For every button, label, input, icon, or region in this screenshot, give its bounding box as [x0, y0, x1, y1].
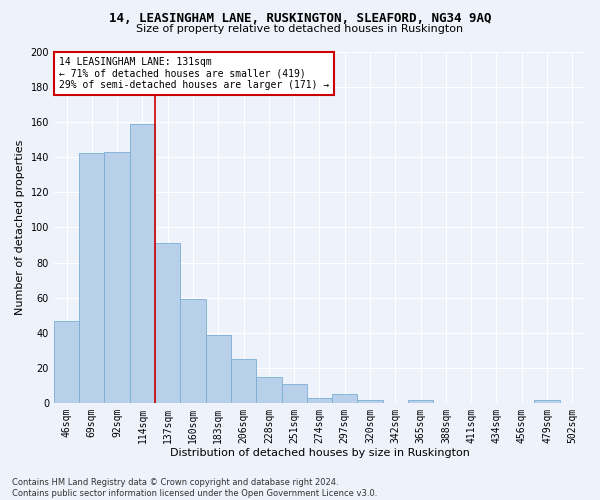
Bar [281, 384, 307, 403]
Bar [104, 152, 130, 403]
X-axis label: Distribution of detached houses by size in Ruskington: Distribution of detached houses by size … [170, 448, 469, 458]
Text: Contains HM Land Registry data © Crown copyright and database right 2024.
Contai: Contains HM Land Registry data © Crown c… [12, 478, 377, 498]
Bar [79, 154, 104, 403]
Bar [358, 400, 383, 403]
Bar [206, 334, 231, 403]
Bar [155, 243, 181, 403]
Text: Size of property relative to detached houses in Ruskington: Size of property relative to detached ho… [136, 24, 464, 34]
Bar [307, 398, 332, 403]
Bar [130, 124, 155, 403]
Bar [231, 360, 256, 403]
Bar [256, 377, 281, 403]
Bar [54, 320, 79, 403]
Bar [408, 400, 433, 403]
Y-axis label: Number of detached properties: Number of detached properties [15, 140, 25, 315]
Bar [332, 394, 358, 403]
Bar [181, 300, 206, 403]
Bar [535, 400, 560, 403]
Text: 14 LEASINGHAM LANE: 131sqm
← 71% of detached houses are smaller (419)
29% of sem: 14 LEASINGHAM LANE: 131sqm ← 71% of deta… [59, 57, 329, 90]
Text: 14, LEASINGHAM LANE, RUSKINGTON, SLEAFORD, NG34 9AQ: 14, LEASINGHAM LANE, RUSKINGTON, SLEAFOR… [109, 12, 491, 26]
